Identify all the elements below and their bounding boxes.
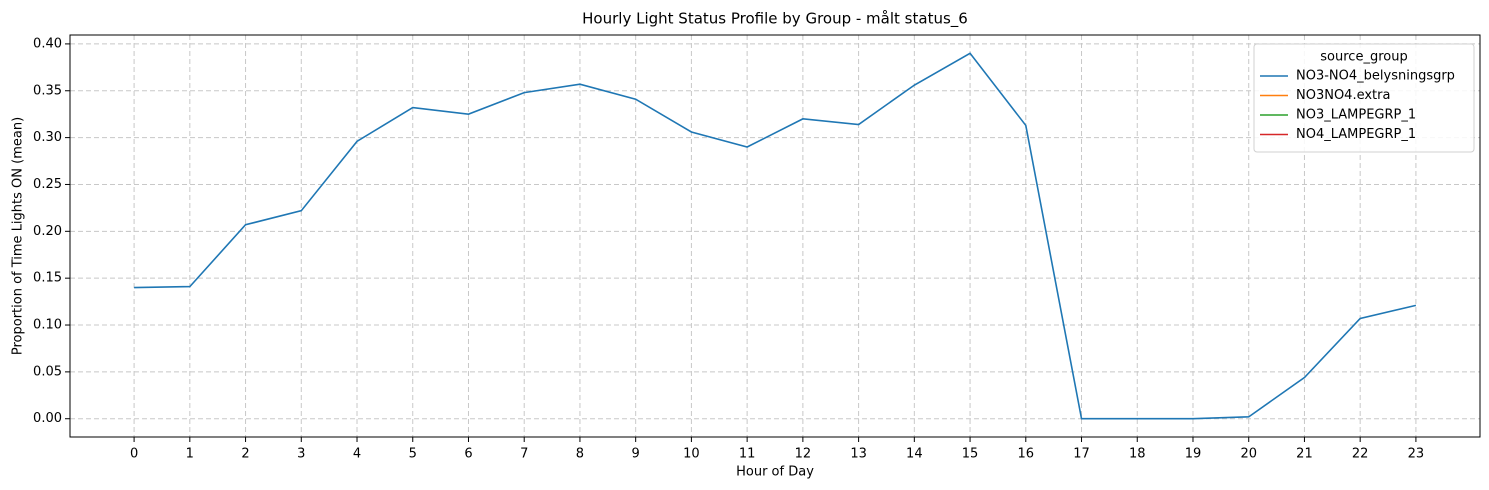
legend-label: NO3-NO4_belysningsgrp	[1296, 69, 1455, 84]
y-axis-label: Proportion of Time Lights ON (mean)	[11, 117, 26, 355]
x-tick-label: 19	[1185, 447, 1202, 462]
x-tick-label: 10	[683, 447, 700, 462]
y-tick-label: 0.00	[33, 411, 62, 426]
x-tick-label: 22	[1352, 447, 1369, 462]
plot-frame	[69, 34, 1481, 438]
x-tick-label: 17	[1073, 447, 1090, 462]
x-tick-label: 2	[241, 447, 249, 462]
y-tick-label: 0.35	[33, 83, 62, 98]
legend-label: NO3_LAMPEGRP_1	[1296, 108, 1416, 123]
x-tick-label: 9	[632, 447, 640, 462]
y-tick-label: 0.25	[33, 177, 62, 192]
x-tick-label: 6	[464, 447, 472, 462]
x-tick-label: 1	[186, 447, 194, 462]
legend-label: NO3NO4.extra	[1296, 88, 1390, 103]
series-line	[134, 52, 1417, 420]
chart-title: Hourly Light Status Profile by Group - m…	[582, 10, 968, 29]
x-tick-label: 13	[850, 447, 867, 462]
x-tick-label: 3	[297, 447, 305, 462]
x-tick-label: 20	[1240, 447, 1257, 462]
x-tick-label: 21	[1296, 447, 1313, 462]
y-tick-label: 0.40	[33, 36, 62, 51]
y-tick-label: 0.10	[33, 318, 62, 333]
x-tick-label: 4	[353, 447, 361, 462]
y-tick-label: 0.20	[33, 224, 62, 239]
y-tick-label: 0.05	[33, 364, 62, 379]
x-tick-label: 12	[795, 447, 812, 462]
x-tick-label: 8	[576, 447, 584, 462]
x-tick-label: 5	[409, 447, 417, 462]
legend-title: source_group	[1320, 50, 1407, 65]
x-tick-label: 7	[520, 447, 528, 462]
x-tick-label: 15	[962, 447, 979, 462]
x-tick-label: 18	[1129, 447, 1146, 462]
legend-box	[1253, 43, 1475, 153]
x-tick-label: 16	[1018, 447, 1035, 462]
legend-label: NO4_LAMPEGRP_1	[1296, 127, 1416, 142]
x-tick-label: 11	[739, 447, 756, 462]
x-tick-label: 0	[130, 447, 138, 462]
x-tick-label: 14	[906, 447, 923, 462]
y-tick-label: 0.30	[33, 130, 62, 145]
x-tick-label: 23	[1408, 447, 1425, 462]
y-tick-label: 0.15	[33, 271, 62, 286]
x-axis-label: Hour of Day	[736, 465, 814, 480]
